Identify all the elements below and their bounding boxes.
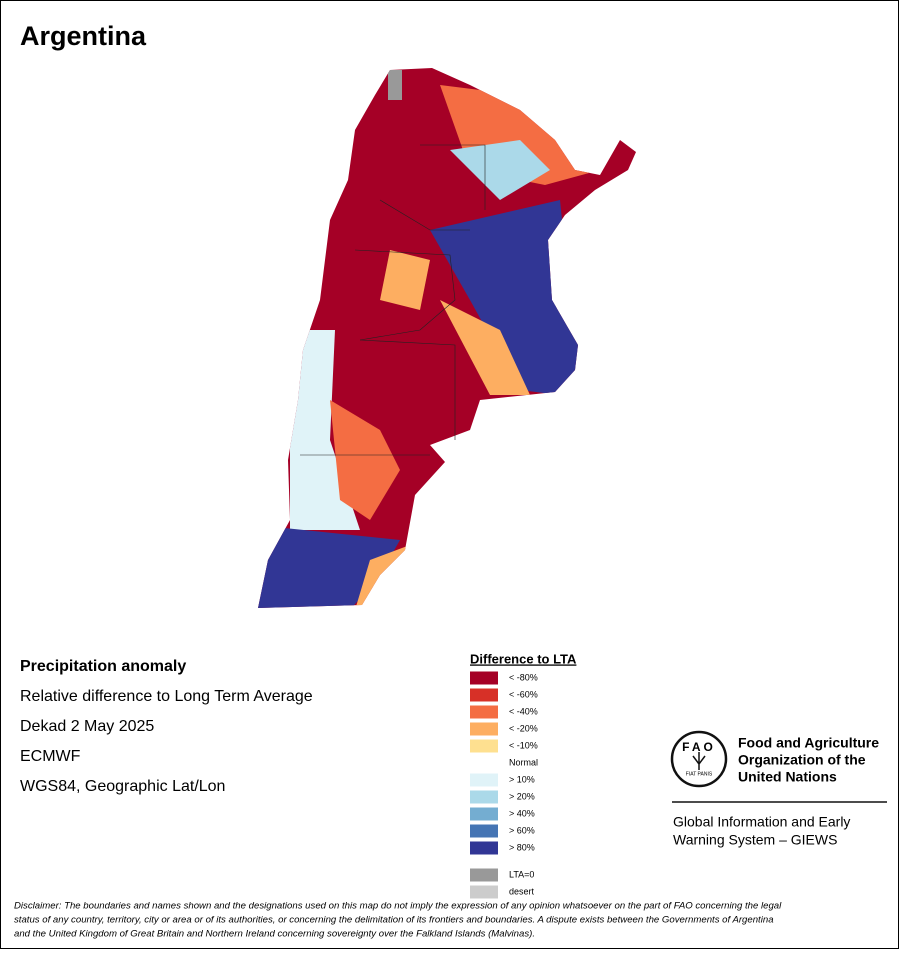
legend-swatch: [470, 705, 498, 719]
legend-swatch: [470, 790, 498, 804]
org-line: United Nations: [738, 769, 837, 785]
disclaimer-line: status of any country, territory, city o…: [14, 915, 774, 926]
legend-swatch: [470, 773, 498, 787]
legend-swatch: [470, 824, 498, 838]
legend-label: > 60%: [509, 825, 535, 835]
org-line: Organization of the: [738, 752, 866, 768]
legend-swatch: [470, 688, 498, 702]
info-line: ECMWF: [20, 748, 81, 765]
info-line: Dekad 2 May 2025: [20, 718, 154, 735]
legend-swatch: [470, 841, 498, 855]
legend-label: > 20%: [509, 791, 535, 801]
legend-swatch: [470, 722, 498, 736]
system-line: Warning System – GIEWS: [673, 832, 837, 848]
legend: Difference to LTA < -80% < -60% < -40% < -2…: [470, 651, 577, 899]
info-line: Precipitation anomaly: [20, 658, 186, 675]
info-line: Relative difference to Long Term Average: [20, 688, 313, 705]
disclaimer-line: and the United Kingdom of Great Britain …: [14, 929, 535, 940]
legend-label: > 10%: [509, 774, 535, 784]
legend-label: Normal: [509, 757, 538, 767]
fao-logo: FAO FIAT PANIS: [670, 730, 887, 803]
legend-label: < -40%: [509, 706, 538, 716]
legend-label: > 40%: [509, 808, 535, 818]
legend-swatch: [470, 739, 498, 753]
legend-swatch: [470, 671, 498, 685]
disclaimer-line: Disclaimer: The boundaries and names sho…: [14, 901, 782, 912]
legend-swatch: [470, 885, 498, 899]
legend-label: < -80%: [509, 672, 538, 682]
legend-swatch: [470, 868, 498, 882]
org-line: Food and Agriculture: [738, 735, 879, 751]
disclaimer: Disclaimer: The boundaries and names sho…: [14, 901, 782, 940]
system-line: Global Information and Early: [673, 814, 850, 830]
logo-circle: [670, 730, 728, 788]
legend-label: > 80%: [509, 842, 535, 852]
legend-label: < -20%: [509, 723, 538, 733]
legend-label: LTA=0: [509, 869, 534, 879]
info-line: WGS84, Geographic Lat/Lon: [20, 778, 225, 795]
map-title: Argentina: [20, 21, 147, 51]
legend-label: < -10%: [509, 740, 538, 750]
legend-label: desert: [509, 886, 535, 896]
legend-label: < -60%: [509, 689, 538, 699]
legend-title: Difference to LTA: [470, 651, 577, 666]
province-borders: [300, 144, 486, 456]
logo-fao: FAO: [682, 740, 716, 754]
legend-swatch: [470, 807, 498, 821]
map-info: Precipitation anomaly Relative difference…: [20, 658, 313, 795]
logo-motto: FIAT PANIS: [686, 771, 713, 777]
